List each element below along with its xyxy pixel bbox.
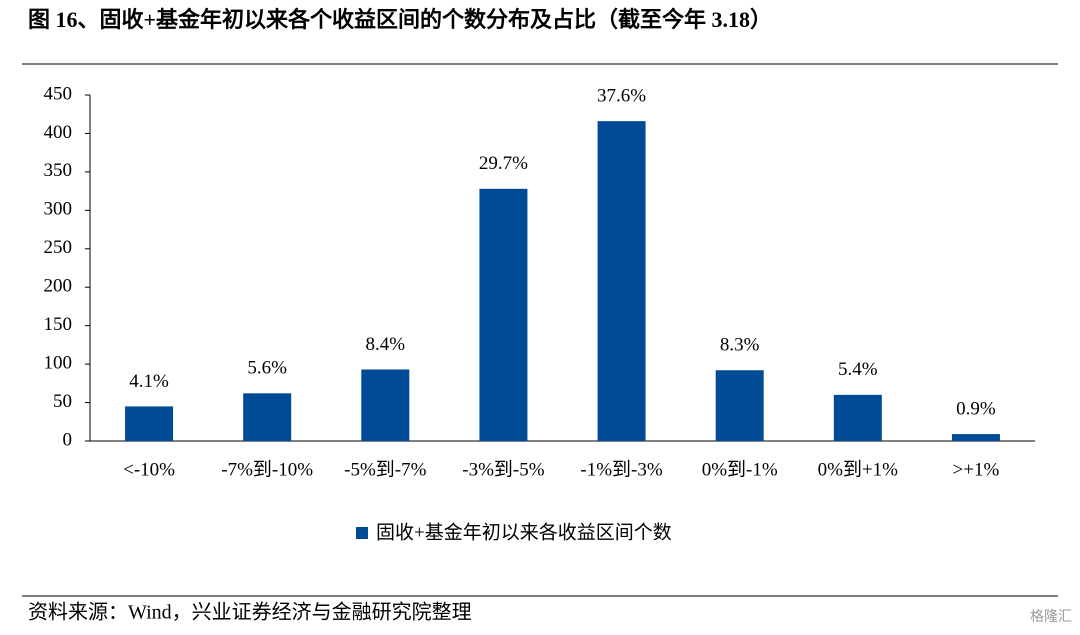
bar bbox=[361, 369, 410, 441]
y-tick-label: 50 bbox=[53, 391, 72, 412]
x-tick-label: <-10% bbox=[123, 459, 175, 480]
legend-label: 固收+基金年初以来各收益区间个数 bbox=[376, 521, 672, 543]
bar bbox=[833, 394, 882, 441]
bar bbox=[951, 434, 1000, 441]
y-tick-label: 0 bbox=[63, 429, 73, 450]
bar bbox=[243, 393, 292, 441]
source-note: 资料来源：Wind，兴业证券经济与金融研究院整理 bbox=[28, 601, 472, 624]
x-tick-label: 0%到-1% bbox=[702, 458, 778, 480]
watermark: 格隆汇 bbox=[1030, 609, 1072, 625]
x-tick-label: 0%到+1% bbox=[818, 458, 899, 480]
bar bbox=[479, 188, 528, 441]
legend-swatch bbox=[356, 527, 368, 539]
x-tick-label: -7%到-10% bbox=[221, 458, 313, 480]
bar-label: 5.6% bbox=[247, 358, 287, 379]
bar-label: 0.9% bbox=[956, 398, 996, 419]
bar bbox=[125, 406, 174, 441]
x-tick-label: -3%到-5% bbox=[462, 458, 544, 480]
chart-title: 图 16、固收+基金年初以来各个收益区间的个数分布及占比（截至今年 3.18） bbox=[28, 7, 772, 32]
bar bbox=[597, 121, 646, 442]
bar-label: 37.6% bbox=[597, 86, 646, 107]
bar bbox=[715, 370, 764, 441]
x-tick-label: -5%到-7% bbox=[344, 458, 426, 480]
y-tick-label: 350 bbox=[44, 160, 73, 181]
bar-label: 8.3% bbox=[720, 335, 760, 356]
y-tick-label: 300 bbox=[44, 199, 73, 220]
y-tick-label: 200 bbox=[44, 276, 73, 297]
y-tick-label: 450 bbox=[44, 83, 73, 104]
y-tick-label: 150 bbox=[44, 314, 73, 335]
y-tick-label: 100 bbox=[44, 352, 73, 373]
bar-label: 4.1% bbox=[129, 371, 169, 392]
x-tick-label: -1%到-3% bbox=[580, 458, 662, 480]
y-tick-label: 400 bbox=[44, 122, 73, 143]
y-tick-label: 250 bbox=[44, 237, 73, 258]
bar-label: 5.4% bbox=[838, 359, 878, 380]
x-tick-label: >+1% bbox=[953, 459, 1000, 480]
bar-label: 29.7% bbox=[479, 153, 528, 174]
bar-label: 8.4% bbox=[366, 334, 406, 355]
